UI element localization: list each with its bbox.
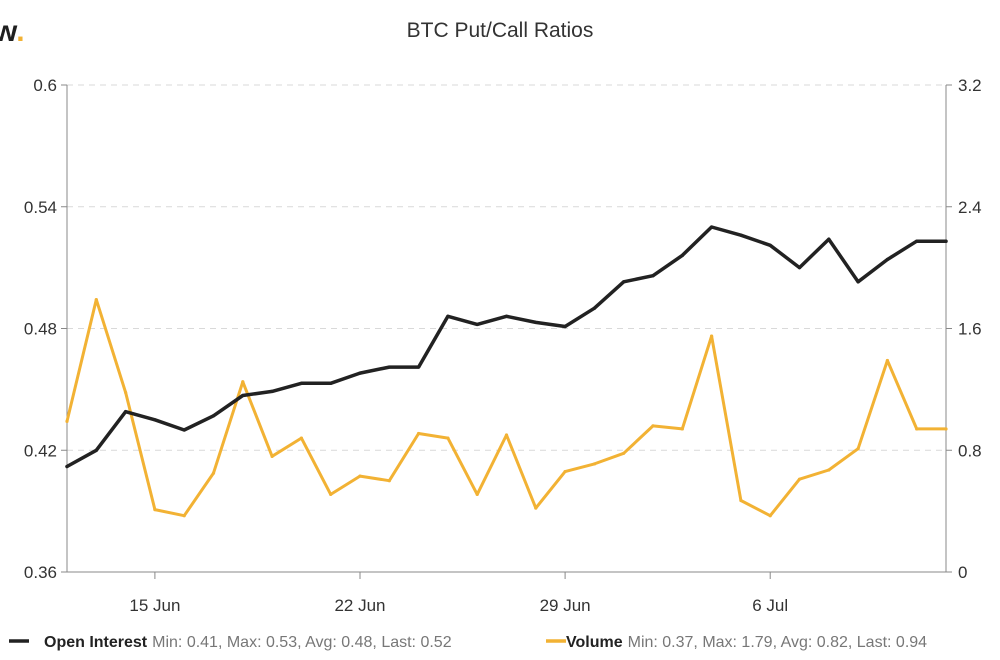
brand-logo: w.	[0, 15, 25, 48]
series-points-open-interest	[65, 225, 948, 469]
data-point-open-interest	[651, 274, 655, 278]
data-point-open-interest	[827, 237, 831, 241]
left-tick-label: 0.48	[24, 320, 57, 339]
data-point-open-interest	[124, 410, 128, 414]
data-point-volume	[475, 492, 479, 496]
data-point-volume	[299, 436, 303, 440]
left-tick-label: 0.42	[24, 441, 57, 460]
legend-item-open-interest[interactable]: Open Interest Min: 0.41, Max: 0.53, Avg: …	[9, 634, 452, 651]
data-point-volume	[710, 334, 714, 338]
legend-item-volume[interactable]: Volume Min: 0.37, Max: 1.79, Avg: 0.82, L…	[546, 634, 927, 651]
data-point-open-interest	[797, 266, 802, 270]
data-point-open-interest	[270, 389, 274, 394]
data-point-open-interest	[856, 280, 860, 284]
data-point-volume	[417, 431, 421, 436]
axes	[66, 85, 947, 573]
data-point-volume	[153, 508, 157, 512]
data-point-open-interest	[915, 239, 919, 243]
data-point-open-interest	[563, 324, 567, 329]
data-point-open-interest	[885, 257, 890, 262]
data-point-open-interest	[417, 365, 421, 369]
data-point-open-interest	[182, 428, 186, 432]
x-tick-label: 15 Jun	[129, 596, 180, 615]
data-point-open-interest	[211, 414, 216, 418]
right-tick-label: 0.8	[958, 441, 982, 460]
data-point-volume	[768, 514, 772, 518]
legend-entry-volume: Volume Min: 0.37, Max: 1.79, Avg: 0.82, L…	[566, 634, 927, 651]
left-tick-label: 0.54	[24, 198, 57, 217]
right-tick-label: 2.4	[958, 198, 982, 217]
data-point-volume	[270, 454, 274, 458]
data-point-open-interest	[329, 381, 333, 385]
data-point-volume	[827, 468, 831, 472]
data-point-volume	[592, 462, 597, 466]
data-point-open-interest	[534, 320, 538, 325]
series-points-volume	[65, 297, 948, 518]
series-line-volume	[65, 298, 948, 518]
x-axis-ticks: 15 Jun 22 Jun 29 Jun 6 Jul	[129, 572, 788, 615]
data-point-volume	[856, 447, 860, 451]
data-point-volume	[387, 479, 391, 483]
data-point-volume	[651, 424, 655, 428]
data-point-open-interest	[153, 418, 157, 422]
left-tick-label: 0.6	[33, 76, 57, 95]
series-line-open-interest	[65, 225, 948, 469]
data-point-open-interest	[358, 371, 362, 375]
data-point-open-interest	[504, 314, 509, 318]
data-point-volume	[358, 474, 362, 478]
right-tick-label: 0	[958, 563, 967, 582]
data-point-volume	[944, 427, 948, 431]
legend-entry-open-interest: Open Interest Min: 0.41, Max: 0.53, Avg: …	[44, 634, 452, 651]
data-point-volume	[915, 427, 919, 431]
left-tick-label: 0.36	[24, 563, 57, 582]
data-point-volume	[182, 514, 186, 518]
data-point-open-interest	[65, 464, 69, 469]
data-point-volume	[885, 358, 890, 363]
right-tick-label: 3.2	[958, 76, 982, 95]
data-point-open-interest	[739, 233, 743, 237]
series-layer	[65, 225, 948, 518]
right-axis-ticks: 0 0.8 1.6 2.4 3.2	[946, 76, 982, 582]
data-point-open-interest	[944, 239, 948, 243]
x-tick-label: 29 Jun	[540, 596, 591, 615]
data-point-volume	[65, 419, 69, 423]
data-point-open-interest	[387, 365, 391, 369]
right-tick-label: 1.6	[958, 320, 982, 339]
gridlines	[67, 84, 946, 451]
data-point-volume	[622, 451, 626, 455]
data-point-open-interest	[768, 243, 772, 247]
data-point-volume	[534, 506, 538, 510]
data-point-volume	[563, 469, 567, 474]
data-point-volume	[446, 436, 450, 440]
data-point-volume	[797, 477, 802, 481]
data-point-volume	[211, 471, 216, 475]
x-tick-label: 6 Jul	[752, 596, 788, 615]
data-point-open-interest	[299, 381, 303, 385]
data-point-open-interest	[622, 280, 626, 284]
data-point-open-interest	[592, 306, 597, 310]
data-point-volume	[680, 427, 684, 431]
data-point-volume	[504, 433, 509, 437]
data-point-open-interest	[241, 393, 245, 398]
data-point-volume	[739, 498, 743, 503]
data-point-open-interest	[710, 225, 714, 229]
data-point-volume	[124, 390, 128, 395]
data-point-open-interest	[680, 253, 684, 258]
data-point-volume	[94, 297, 98, 302]
data-point-open-interest	[446, 314, 450, 318]
left-axis-ticks: 0.36 0.42 0.48 0.54 0.6	[24, 76, 67, 582]
data-point-volume	[241, 380, 245, 384]
data-point-open-interest	[94, 448, 98, 452]
x-tick-label: 22 Jun	[334, 596, 385, 615]
data-point-open-interest	[475, 322, 479, 327]
chart-title: BTC Put/Call Ratios	[407, 19, 594, 42]
data-point-volume	[329, 492, 333, 496]
legend[interactable]: Open Interest Min: 0.41, Max: 0.53, Avg: …	[9, 634, 927, 651]
